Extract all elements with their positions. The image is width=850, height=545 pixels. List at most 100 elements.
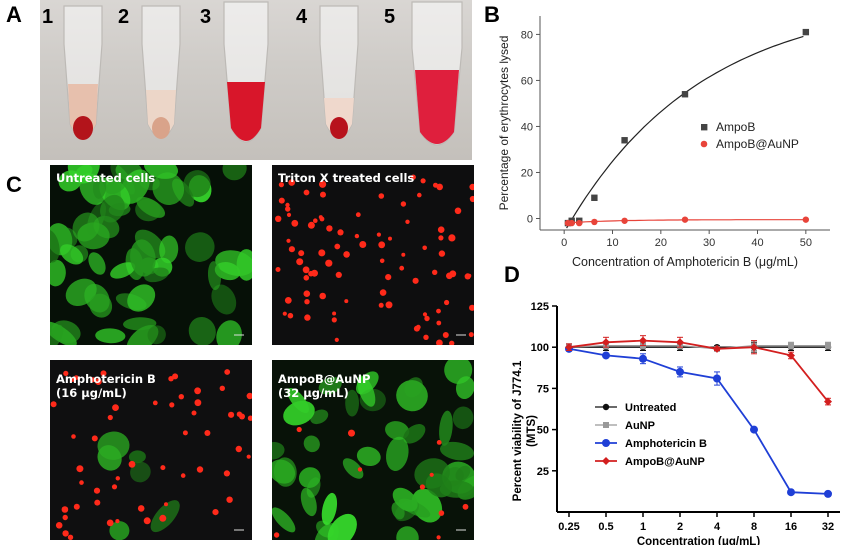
nucleus [194,387,202,395]
cell [300,487,317,517]
amphotericin-point [676,367,684,376]
nucleus [219,385,225,391]
nucleus [286,212,292,217]
nucleus [385,274,392,281]
y-tick-label: 75 [537,383,549,395]
nucleus [313,218,318,223]
ampob-aunp-point [591,218,598,226]
nucleus [320,191,326,198]
y-axis-title: Percent viability of J774.1 (MTS) [512,360,538,501]
y-axis-title-line: Percent viability of J774.1 [512,360,524,501]
cell [105,176,128,195]
ampob-aunp-point [568,219,575,227]
nucleus [449,270,457,278]
nucleus [91,435,98,442]
cell [109,521,130,540]
cell [95,328,126,344]
x-tick-label: 1 [640,521,646,533]
cell [425,473,452,498]
nucleus [115,476,121,481]
micrograph-amphotericin-cells [50,369,252,540]
nucleus [90,377,96,383]
panel-letter-d: D [504,262,520,287]
cell [89,293,113,318]
legend-marker-ampob-aunp [700,140,708,148]
amphotericin-point [713,374,721,383]
nucleus [454,207,462,215]
nucleus [106,519,114,527]
nucleus [55,522,63,529]
ampob-aunp-point [824,397,832,406]
micrograph-ampob-aunp-cells [272,360,474,540]
x-tick-label: 10 [606,237,618,249]
nucleus [388,236,392,241]
y-tick-label: 125 [531,301,549,313]
legend-label-ampob-aunp: AmpoB@AuNP [625,456,705,468]
cell [185,232,215,262]
nucleus [194,399,202,407]
amphotericin-point [639,354,647,363]
nucleus [79,480,84,485]
nucleus [469,195,474,203]
y-tick-label: 80 [521,29,533,41]
cell [236,249,252,281]
ampob-aunp-point [713,344,721,353]
cell [130,239,156,277]
cell [385,421,410,440]
nucleus [413,325,420,332]
nucleus [275,215,282,222]
nucleus [128,460,136,468]
nucleus [191,410,197,416]
y-axis-title-line: (MTS) [526,415,538,447]
cell [110,262,136,279]
nucleus [143,517,151,525]
nucleus [318,249,326,257]
nucleus [449,340,455,345]
cell [216,320,242,345]
aunp-point [825,342,831,349]
nucleus [337,229,344,236]
nucleus [112,404,119,411]
ampob-aunp-line [568,339,829,403]
x-tick-label: 32 [822,521,834,533]
nucleus [95,378,102,385]
nucleus [287,312,294,319]
nucleus [296,426,302,433]
nucleus [236,411,243,417]
cell [439,410,453,446]
nucleus [303,189,310,196]
x-tick-label: 50 [800,237,812,249]
nucleus [152,400,158,406]
nucleus [246,392,252,400]
legend-marker-aunp [603,422,609,428]
nucleus [355,212,361,218]
nucleus [357,467,363,472]
ampob-aunp-point [565,343,573,352]
cell [143,165,179,179]
cell [356,446,381,467]
nucleus [298,250,305,257]
cell [57,227,78,248]
cell [88,252,106,275]
legend-label-ampob-aunp: AmpoB@AuNP [716,137,799,151]
tube-3 [223,1,269,143]
nucleus [212,509,219,516]
x-tick-label: 0 [561,237,567,249]
nucleus [62,530,69,537]
nucleus [385,301,393,309]
x-tick-label: 4 [714,521,721,533]
nucleus [334,243,341,250]
micrograph-label-ampob-aunp: AmpoB@AuNP (32 μg/mL) [278,372,371,400]
cell [272,507,296,533]
cell [444,360,473,384]
cell [222,165,247,181]
micrograph-untreated: Untreated cells [50,165,252,345]
legend-marker-amphotericin [602,439,610,447]
nucleus [107,414,113,421]
nucleus [344,299,349,304]
nucleus [137,505,145,512]
nucleus [354,233,360,239]
nucleus [422,245,427,251]
tube-2 [141,5,181,139]
cell [207,261,222,291]
